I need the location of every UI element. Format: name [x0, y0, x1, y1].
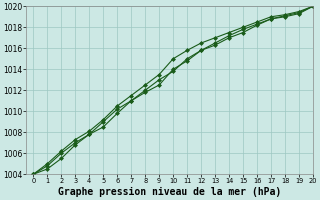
- X-axis label: Graphe pression niveau de la mer (hPa): Graphe pression niveau de la mer (hPa): [58, 187, 281, 197]
